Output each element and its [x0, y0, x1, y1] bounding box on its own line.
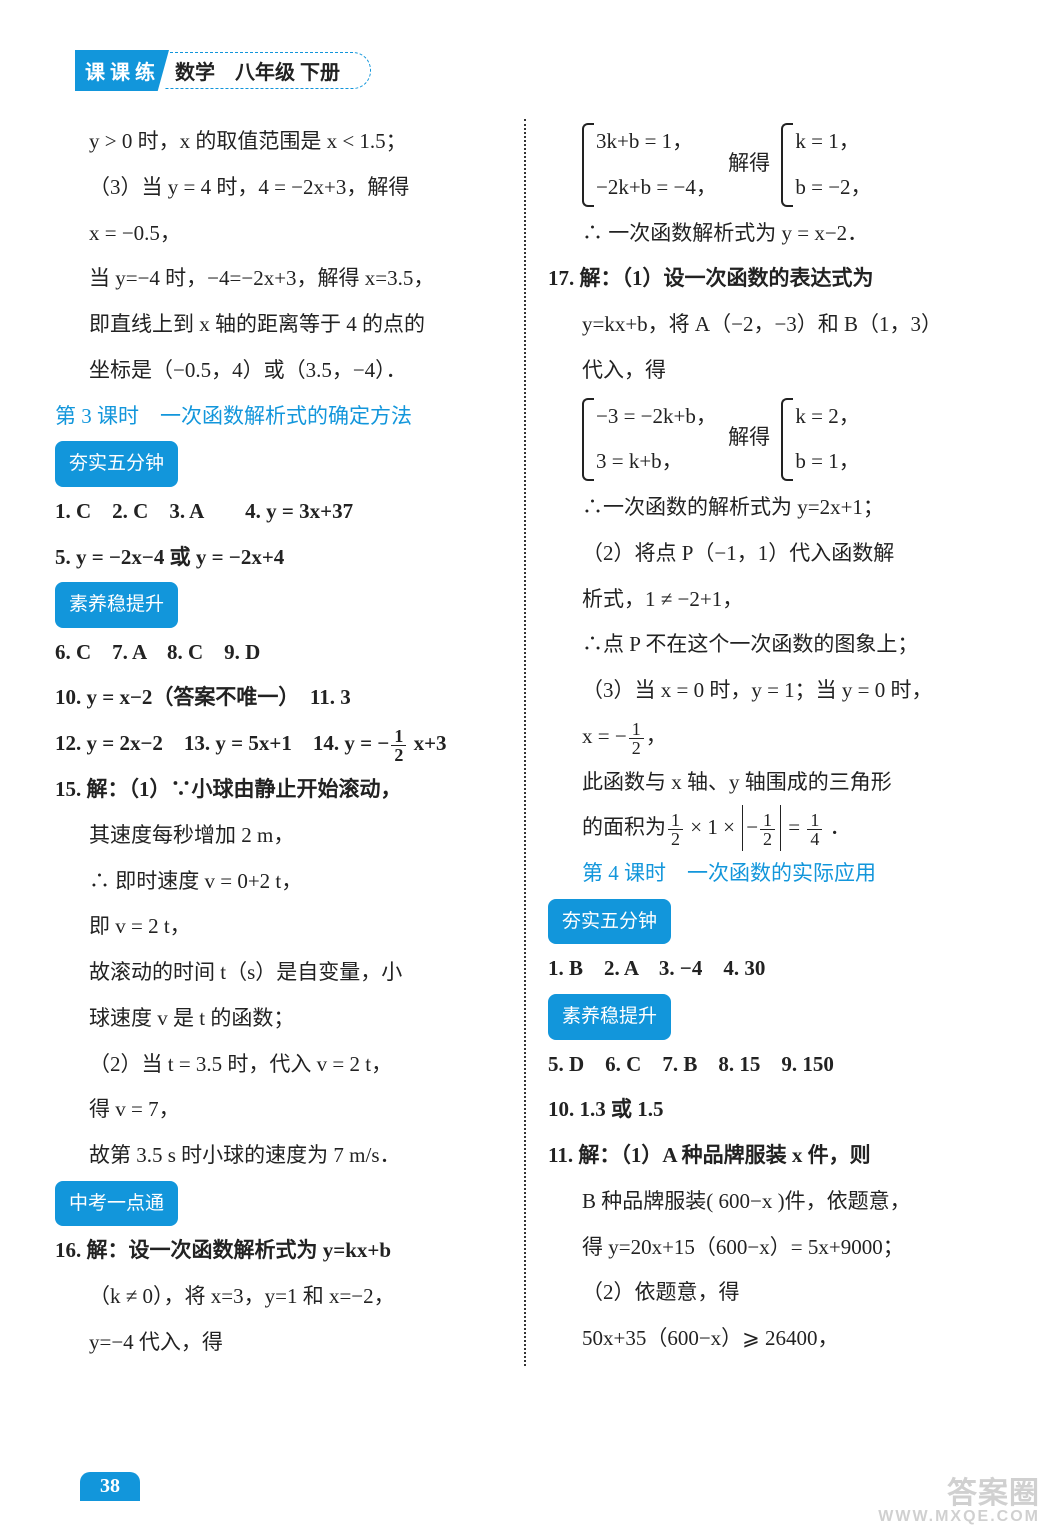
equation: b = −2， — [795, 175, 871, 199]
subsection-pill: 中考一点通 — [55, 1181, 178, 1226]
text-line: 即直线上到 x 轴的距离等于 4 的点的 — [55, 302, 502, 348]
solution-line: 球速度 v 是 t 的函数； — [55, 996, 502, 1042]
page: 课 课 练 数学 八年级 下册 y > 0 时，x 的取值范围是 x < 1.5… — [0, 0, 1052, 1396]
text: × 1 × — [685, 815, 740, 839]
solution-line: 17. 解：（1）设一次函数的表达式为 — [548, 256, 997, 302]
solution-line: 此函数与 x 轴、y 轴围成的三角形 — [548, 760, 997, 806]
solution-line: 16. 解：设一次函数解析式为 y=kx+b — [55, 1228, 502, 1274]
answer-line: 5. D 6. C 7. B 8. 15 9. 150 — [548, 1042, 997, 1088]
solution-line: y=−4 代入，得 — [55, 1320, 502, 1366]
solution-line: 得 y=20x+15（600−x）= 5x+9000； — [548, 1225, 997, 1271]
answer-text: 1. C 2. C 3. A 4. y = 3x+37 — [55, 499, 353, 523]
brace-left: 3k+b = 1， −2k+b = −4， — [582, 119, 717, 211]
page-header: 课 课 练 数学 八年级 下册 — [75, 50, 997, 91]
text-line: 当 y=−4 时，−4=−2x+3，解得 x=3.5， — [55, 256, 502, 302]
section-heading: 第 4 课时 一次函数的实际应用 — [548, 851, 997, 897]
page-number-badge: 38 — [80, 1472, 140, 1501]
text-line: （3）当 y = 4 时，4 = −2x+3，解得 — [55, 165, 502, 211]
watermark-url: WWW.MXQE.COM — [878, 1509, 1040, 1526]
solution-line: x = −12， — [548, 714, 997, 760]
brace-system: 3k+b = 1， −2k+b = −4， 解得 k = 1， b = −2， — [548, 119, 997, 211]
solution-line: 的面积为12 × 1 × −12 = 14 ． — [548, 805, 997, 851]
fraction: 14 — [807, 811, 822, 848]
equation: b = 1， — [795, 449, 859, 473]
text: ， — [646, 724, 667, 748]
brace-right: k = 2， b = 1， — [781, 394, 859, 486]
equation: 3k+b = 1， — [596, 129, 693, 153]
text: 解得 — [728, 151, 770, 175]
text-line: ∴ 一次函数解析式为 y = x−2． — [548, 211, 997, 257]
solution-line: ∴点 P 不在这个一次函数的图象上； — [548, 622, 997, 668]
answer-line: 10. y = x−2（答案不唯一） 11. 3 — [55, 675, 502, 721]
solution-line: 故第 3.5 s 时小球的速度为 7 m/s． — [55, 1133, 502, 1179]
fraction: 12 — [668, 811, 683, 848]
solution-line: 析式，1 ≠ −2+1， — [548, 577, 997, 623]
equation: −2k+b = −4， — [596, 175, 717, 199]
answer-text: x+3 — [408, 731, 446, 755]
solution-line: 50x+35（600−x）⩾ 26400， — [548, 1316, 997, 1362]
solution-line: （3）当 x = 0 时，y = 1；当 y = 0 时， — [548, 668, 997, 714]
answer-text: 12. y = 2x−2 13. y = 5x+1 14. y = − — [55, 731, 389, 755]
answer-line: 1. B 2. A 3. −4 4. 30 — [548, 946, 997, 992]
two-columns: y > 0 时，x 的取值范围是 x < 1.5； （3）当 y = 4 时，4… — [55, 119, 997, 1366]
solution-line: 其速度每秒增加 2 m， — [55, 813, 502, 859]
solution-line: （2）将点 P（−1，1）代入函数解 — [548, 531, 997, 577]
brace-right: k = 1， b = −2， — [781, 119, 871, 211]
right-column: 3k+b = 1， −2k+b = −4， 解得 k = 1， b = −2， … — [526, 119, 997, 1366]
text: x = − — [582, 724, 627, 748]
left-column: y > 0 时，x 的取值范围是 x < 1.5； （3）当 y = 4 时，4… — [55, 119, 526, 1366]
equation: −3 = −2k+b， — [596, 404, 717, 428]
brace-left: −3 = −2k+b， 3 = k+b， — [582, 394, 717, 486]
watermark: 答案圈 WWW.MXQE.COM — [878, 1478, 1040, 1526]
answer-line: 12. y = 2x−2 13. y = 5x+1 14. y = −12 x+… — [55, 721, 502, 767]
equation: 3 = k+b， — [596, 449, 683, 473]
brace-system: −3 = −2k+b， 3 = k+b， 解得 k = 2， b = 1， — [548, 394, 997, 486]
subsection-pill: 素养稳提升 — [55, 582, 178, 627]
answer-line: 6. C 7. A 8. C 9. D — [55, 630, 502, 676]
fraction: 12 — [391, 727, 406, 764]
solution-line: ∴一次函数的解析式为 y=2x+1； — [548, 485, 997, 531]
solution-line: 得 v = 7， — [55, 1087, 502, 1133]
subsection-pill: 素养稳提升 — [548, 994, 671, 1039]
solution-line: （k ≠ 0），将 x=3，y=1 和 x=−2， — [55, 1274, 502, 1320]
solution-line: 代入，得 — [548, 348, 997, 394]
text-line: x = −0.5， — [55, 211, 502, 257]
book-title: 数学 八年级 下册 — [165, 52, 371, 89]
fraction: 12 — [760, 811, 775, 848]
answer-text: 5. y = −2x−4 或 y = −2x+4 — [55, 545, 284, 569]
solution-line: 即 v = 2 t， — [55, 904, 502, 950]
solution-line: y=kx+b，将 A（−2，−3）和 B（1，3） — [548, 302, 997, 348]
equation: k = 1， — [795, 129, 859, 153]
fraction: 12 — [629, 720, 644, 757]
solution-line: 故滚动的时间 t（s）是自变量，小 — [55, 950, 502, 996]
text: − — [746, 815, 758, 839]
section-heading: 第 3 课时 一次函数解析式的确定方法 — [55, 394, 502, 440]
text: 解得 — [728, 425, 770, 449]
text-line: y > 0 时，x 的取值范围是 x < 1.5； — [55, 119, 502, 165]
solution-line: ∴ 即时速度 v = 0+2 t， — [55, 859, 502, 905]
answer-line: 5. y = −2x−4 或 y = −2x+4 — [55, 535, 502, 581]
text: 的面积为 — [582, 815, 666, 839]
solution-line: 11. 解：（1）A 种品牌服装 x 件，则 — [548, 1133, 997, 1179]
answer-line: 10. 1.3 或 1.5 — [548, 1087, 997, 1133]
solution-line: （2）当 t = 3.5 时，代入 v = 2 t， — [55, 1042, 502, 1088]
text-line: 坐标是（−0.5，4）或（3.5，−4）． — [55, 348, 502, 394]
answer-line: 1. C 2. C 3. A 4. y = 3x+37 — [55, 489, 502, 535]
watermark-text: 答案圈 — [947, 1477, 1040, 1510]
solution-line: B 种品牌服装( 600−x )件，依题意， — [548, 1179, 997, 1225]
subsection-pill: 夯实五分钟 — [55, 441, 178, 486]
equation: k = 2， — [795, 404, 859, 428]
solution-line: （2）依题意，得 — [548, 1270, 997, 1316]
subsection-pill: 夯实五分钟 — [548, 899, 671, 944]
abs-value: −12 — [742, 805, 781, 851]
text: = — [783, 815, 805, 839]
solution-line: 15. 解：（1）∵小球由静止开始滚动， — [55, 767, 502, 813]
series-badge: 课 课 练 — [75, 50, 169, 91]
text: ． — [824, 815, 850, 839]
